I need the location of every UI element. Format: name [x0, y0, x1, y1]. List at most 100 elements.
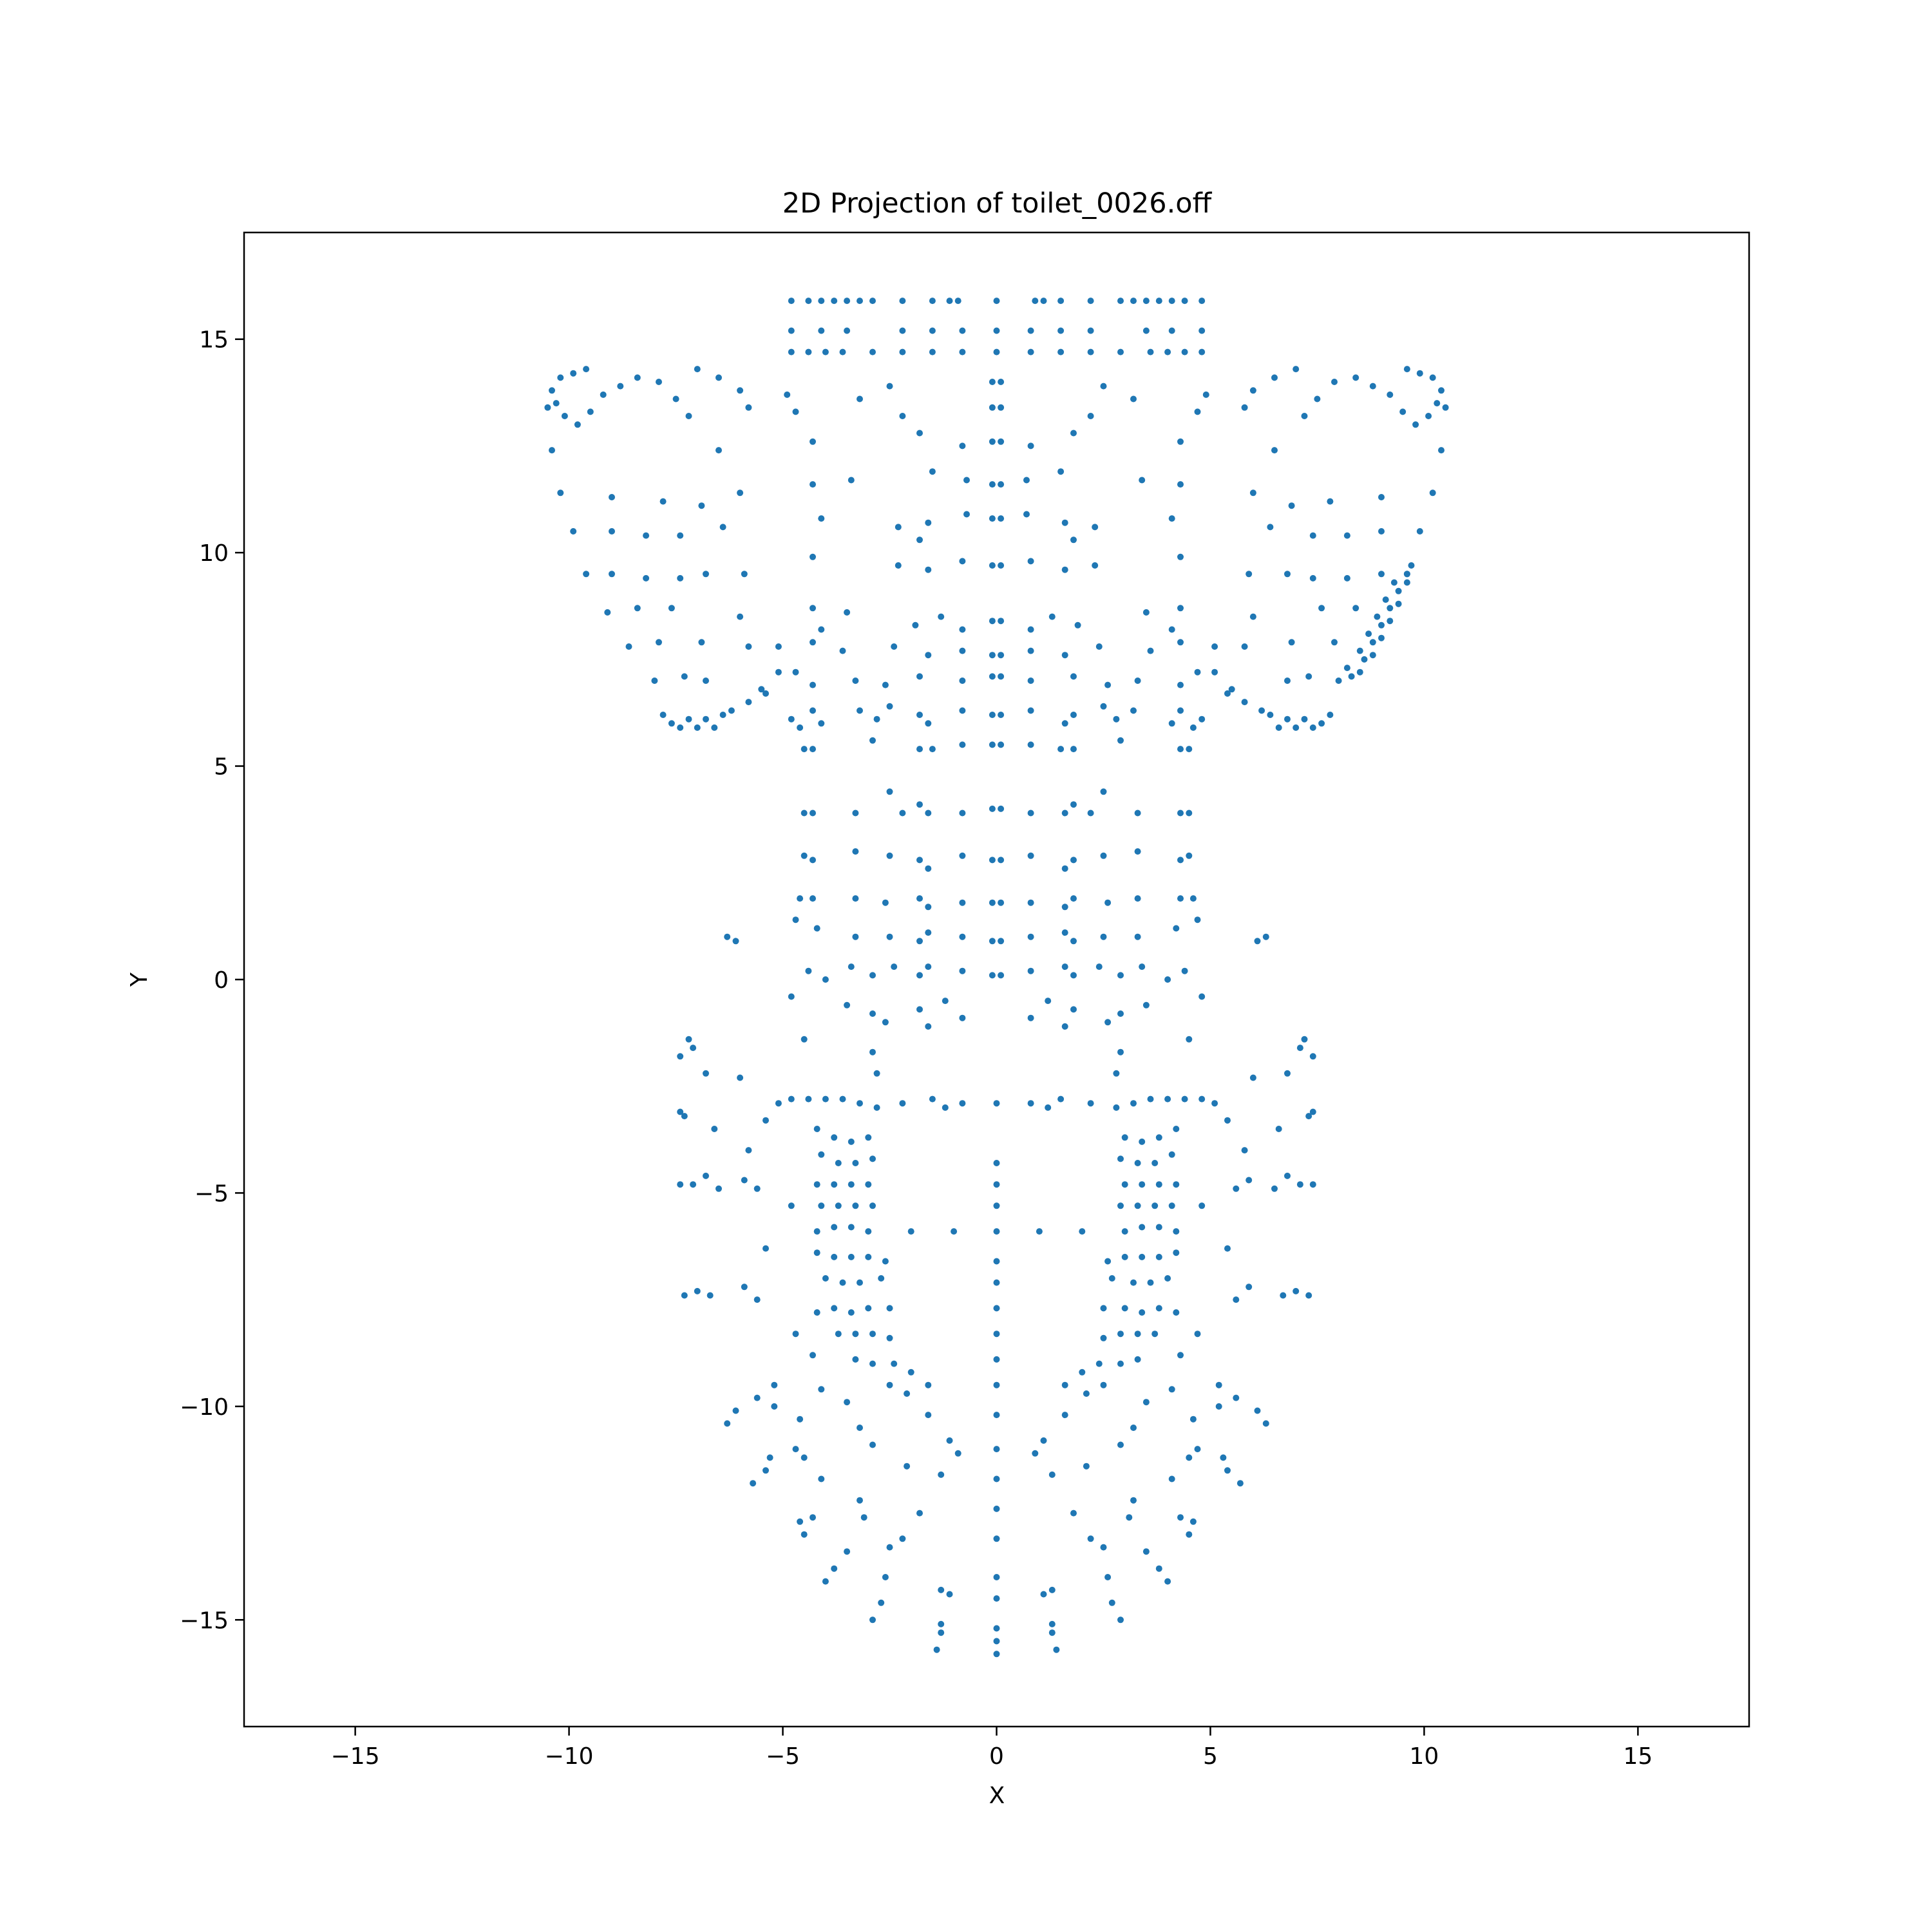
scatter-point	[1057, 1095, 1065, 1103]
scatter-point	[1186, 1531, 1193, 1538]
scatter-point	[1134, 1356, 1141, 1363]
scatter-point	[989, 899, 996, 906]
scatter-point	[1293, 1287, 1300, 1294]
scatter-point	[1387, 605, 1394, 612]
scatter-point	[1434, 400, 1441, 407]
scatter-point	[1070, 857, 1077, 864]
scatter-point	[1314, 395, 1321, 402]
scatter-point	[1117, 1360, 1124, 1367]
scatter-point	[1108, 1275, 1115, 1282]
scatter-point	[1027, 1100, 1034, 1107]
scatter-point	[954, 298, 961, 305]
scatter-point	[852, 1160, 859, 1166]
scatter-point	[1173, 1249, 1180, 1256]
scatter-point	[1293, 366, 1300, 373]
scatter-point	[998, 618, 1005, 625]
scatter-point	[668, 720, 675, 727]
scatter-point	[1284, 677, 1291, 684]
scatter-point	[1177, 810, 1184, 817]
scatter-point	[810, 605, 816, 612]
scatter-point	[737, 489, 744, 497]
scatter-point	[852, 933, 859, 940]
scatter-point	[1027, 852, 1034, 859]
scatter-point	[998, 481, 1005, 488]
scatter-point	[1374, 613, 1381, 620]
scatter-point	[1061, 810, 1068, 817]
scatter-point	[1305, 1113, 1312, 1120]
scatter-point	[1045, 1104, 1052, 1111]
scatter-point	[929, 1095, 936, 1103]
scatter-point	[844, 1399, 851, 1406]
scatter-point	[1416, 528, 1423, 535]
scatter-point	[1100, 852, 1107, 859]
scatter-point	[1181, 298, 1188, 305]
scatter-point	[715, 447, 722, 454]
scatter-point	[1224, 1467, 1231, 1474]
scatter-point	[993, 1651, 1000, 1658]
scatter-point	[886, 383, 893, 390]
scatter-point	[711, 724, 718, 731]
scatter-point	[925, 963, 932, 971]
scatter-point	[1061, 519, 1068, 526]
scatter-point	[728, 707, 735, 714]
scatter-point	[869, 1360, 876, 1367]
scatter-point	[1181, 1095, 1188, 1103]
scatter-point	[993, 1625, 1000, 1632]
x-tick-label: 10	[1410, 1743, 1439, 1770]
scatter-point	[1061, 652, 1068, 659]
scatter-point	[925, 566, 932, 573]
scatter-point	[1074, 621, 1081, 629]
scatter-point	[1331, 379, 1338, 385]
scatter-point	[1241, 404, 1248, 411]
scatter-point	[1117, 737, 1124, 744]
scatter-point	[1348, 673, 1355, 680]
scatter-point	[1027, 810, 1034, 817]
scatter-point	[925, 865, 932, 872]
scatter-point	[865, 1181, 872, 1188]
scatter-point	[998, 562, 1005, 569]
scatter-point	[993, 1331, 1000, 1338]
scatter-point	[1164, 348, 1171, 355]
scatter-point	[1070, 1006, 1077, 1013]
scatter-point	[1104, 899, 1112, 906]
scatter-point	[852, 1356, 859, 1363]
scatter-point	[925, 929, 932, 936]
scatter-point	[810, 639, 816, 646]
scatter-point	[989, 938, 996, 945]
scatter-point	[1361, 656, 1368, 663]
scatter-point	[929, 746, 936, 753]
scatter-point	[1117, 1331, 1124, 1338]
scatter-point	[1155, 1224, 1162, 1231]
scatter-point	[998, 652, 1005, 659]
scatter-point	[672, 395, 679, 402]
scatter-point	[1327, 498, 1334, 505]
scatter-point	[1032, 1450, 1039, 1457]
scatter-point	[1387, 618, 1394, 625]
scatter-point	[1070, 712, 1077, 718]
scatter-point	[869, 1616, 876, 1624]
scatter-point	[1224, 690, 1231, 697]
scatter-point	[1215, 1403, 1222, 1410]
scatter-point	[1061, 963, 1068, 971]
scatter-point	[1117, 1616, 1124, 1624]
scatter-point	[959, 442, 966, 450]
scatter-point	[916, 673, 923, 680]
scatter-point	[1130, 1425, 1137, 1431]
scatter-point	[1032, 298, 1039, 305]
scatter-point	[998, 899, 1005, 906]
scatter-point	[1249, 387, 1256, 394]
scatter-point	[797, 1518, 804, 1525]
scatter-point	[1378, 528, 1385, 535]
scatter-point	[753, 1296, 761, 1303]
scatter-point	[1369, 383, 1376, 390]
scatter-point	[929, 327, 936, 334]
scatter-point	[1139, 1138, 1146, 1145]
scatter-point	[813, 1228, 820, 1235]
scatter-point	[1061, 1381, 1068, 1388]
scatter-point	[1301, 715, 1308, 723]
scatter-point	[959, 1014, 966, 1021]
scatter-point	[1173, 1228, 1180, 1235]
scatter-point	[1189, 895, 1197, 902]
scatter-point	[1139, 963, 1146, 971]
scatter-point	[1070, 972, 1077, 979]
